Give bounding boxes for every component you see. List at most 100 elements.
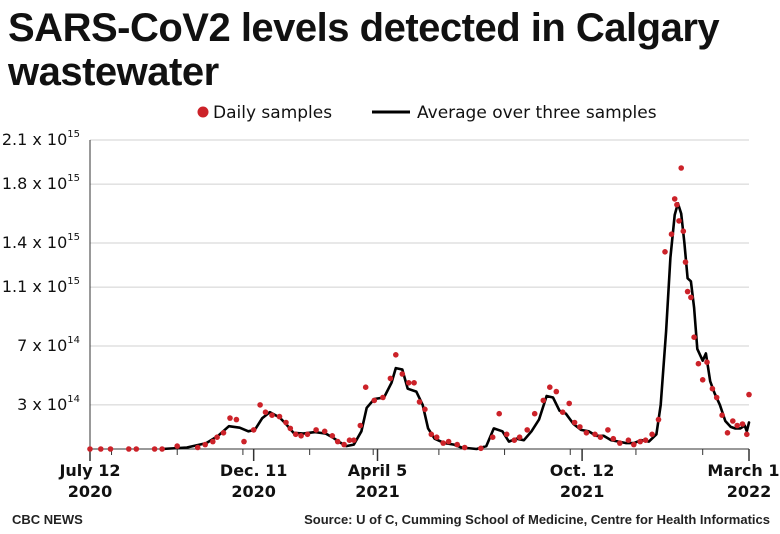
footer-source: Source: U of C, Cumming School of Medici… — [304, 512, 770, 527]
x-tick-year: 2021 — [355, 482, 400, 501]
daily-sample-point — [739, 421, 746, 427]
daily-sample-point — [250, 427, 257, 433]
daily-sample-point — [321, 428, 328, 435]
daily-sample-point — [416, 399, 423, 405]
daily-sample-point — [625, 437, 632, 444]
daily-sample-point — [531, 410, 538, 417]
daily-sample-point — [671, 196, 678, 202]
chart-svg: Daily samples Average over three samples… — [2, 103, 780, 501]
y-tick-label: 3 x 1014 — [17, 394, 80, 414]
daily-sample-point — [489, 434, 496, 441]
daily-sample-point — [695, 360, 702, 367]
daily-sample-point — [174, 443, 180, 449]
y-tick-exponent: 14 — [67, 335, 80, 346]
daily-sample-point — [227, 415, 233, 421]
x-tick-year: 2022 — [727, 482, 772, 501]
daily-sample-point — [724, 430, 731, 436]
daily-sample-point — [662, 249, 668, 255]
daily-sample-point — [151, 446, 158, 452]
daily-sample-point — [637, 438, 643, 445]
y-tick-exponent: 15 — [67, 173, 80, 184]
x-tick-year: 2021 — [560, 482, 605, 501]
y-axis: 2.1 x 10 151.8 x 1015 1.4 x 1015 1.1 x 1015… — [2, 129, 91, 449]
legend-daily-label: Daily samples — [213, 103, 332, 123]
daily-sample-point — [351, 437, 357, 444]
daily-sample-point — [617, 440, 623, 446]
daily-sample-point — [631, 441, 637, 448]
legend-average-label: Average over three samples — [417, 103, 657, 123]
daily-sample-point — [592, 431, 598, 438]
x-tick-label: July 12 — [58, 461, 120, 480]
daily-sample-point — [577, 424, 583, 430]
daily-sample-point — [445, 438, 452, 445]
x-tick-label: April 5 — [348, 461, 407, 480]
daily-sample-point — [676, 218, 682, 224]
daily-sample-point — [393, 352, 399, 358]
daily-sample-point — [298, 433, 304, 439]
legend-daily-marker — [197, 106, 209, 118]
daily-sample-point — [730, 418, 736, 424]
daily-sample-point — [357, 422, 364, 429]
daily-sample-point — [346, 437, 353, 444]
daily-samples-series — [87, 165, 752, 452]
daily-sample-point — [126, 446, 132, 452]
daily-sample-point — [746, 391, 752, 398]
average-series — [160, 202, 751, 451]
daily-sample-point — [668, 231, 675, 237]
y-tick-label: 1.1 x 1015 — [2, 276, 80, 296]
daily-sample-point — [433, 434, 440, 441]
daily-sample-point — [159, 446, 165, 452]
daily-sample-point — [194, 444, 201, 451]
x-axis: July 12 2020 Dec. 11 2020 April 5 2021 Oct. 12… — [58, 448, 780, 501]
x-tick-label: Dec. 11 — [220, 461, 288, 480]
average-line — [160, 202, 751, 451]
daily-sample-point — [713, 394, 720, 401]
daily-sample-point — [440, 440, 447, 446]
daily-sample-point — [709, 385, 716, 392]
daily-sample-point — [655, 416, 662, 423]
daily-sample-point — [405, 380, 412, 386]
daily-sample-point — [678, 165, 684, 171]
daily-sample-point — [329, 433, 336, 439]
x-tick-label: March 16 — [707, 461, 780, 480]
daily-sample-point — [496, 410, 503, 417]
daily-sample-point — [387, 375, 394, 382]
x-tick-label: Oct. 12 — [550, 461, 615, 480]
y-tick-base: 7 x 10 — [17, 336, 67, 355]
daily-sample-point — [241, 438, 247, 445]
daily-sample-point — [583, 430, 590, 436]
daily-sample-point — [744, 431, 750, 438]
daily-sample-point — [283, 419, 289, 426]
daily-sample-point — [220, 430, 227, 436]
daily-sample-point — [478, 445, 484, 452]
daily-sample-point — [566, 400, 572, 407]
daily-sample-point — [511, 437, 518, 444]
y-tick-base: 2.1 x 10 — [2, 130, 67, 149]
daily-sample-point — [674, 201, 680, 208]
daily-sample-point — [202, 441, 208, 448]
legend: Daily samples Average over three samples — [197, 103, 657, 123]
y-tick-label: 1.8 x 1015 — [2, 173, 80, 193]
daily-sample-point — [133, 446, 140, 452]
daily-sample-point — [704, 359, 710, 366]
y-tick-label: 7 x 1014 — [17, 335, 80, 355]
daily-sample-point — [699, 377, 706, 383]
daily-sample-point — [597, 434, 604, 441]
daily-sample-point — [524, 427, 530, 433]
daily-sample-point — [362, 384, 369, 391]
daily-sample-point — [559, 409, 566, 416]
daily-sample-point — [691, 334, 697, 341]
daily-sample-point — [553, 388, 560, 395]
daily-sample-point — [341, 441, 347, 448]
daily-sample-point — [719, 412, 725, 419]
y-tick-label: 1.4 x 1015 — [2, 232, 80, 252]
daily-sample-point — [571, 419, 578, 426]
daily-sample-point — [682, 259, 689, 265]
daily-sample-point — [547, 384, 553, 391]
daily-sample-point — [411, 380, 417, 386]
daily-sample-point — [214, 434, 220, 441]
daily-sample-point — [605, 427, 611, 433]
y-tick-base: 1.8 x 10 — [2, 174, 67, 193]
daily-sample-point — [734, 422, 740, 429]
daily-sample-point — [276, 413, 283, 420]
